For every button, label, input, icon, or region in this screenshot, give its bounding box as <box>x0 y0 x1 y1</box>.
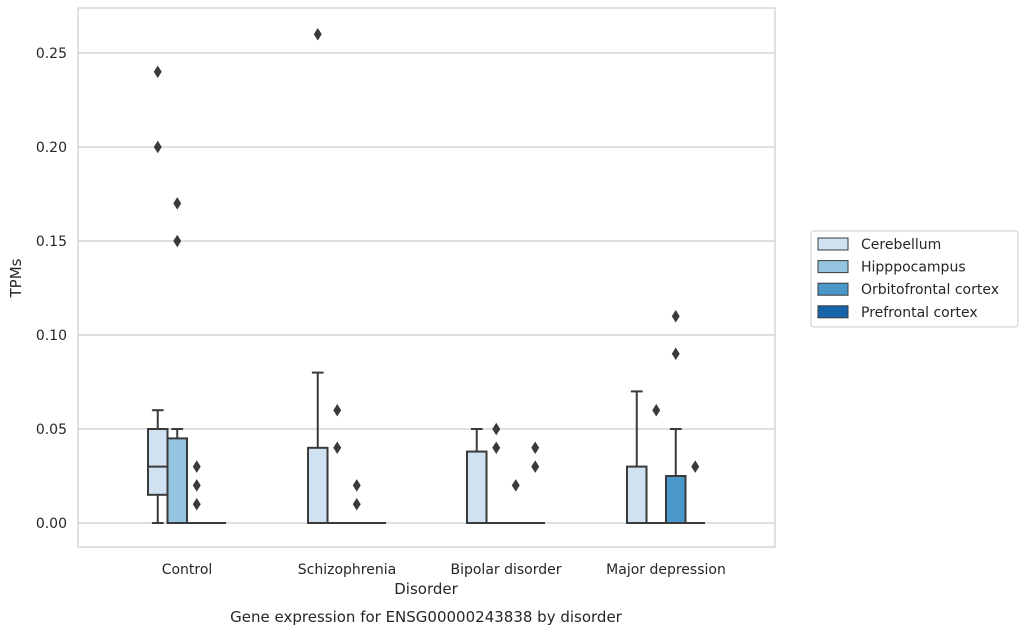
box-body <box>466 450 488 524</box>
outlier-point <box>671 347 680 361</box>
outlier-point <box>352 497 361 511</box>
x-tick-label: Schizophrenia <box>298 562 396 578</box>
outlier-point <box>153 65 162 79</box>
outlier-point <box>333 403 342 417</box>
x-tick-labels: Control Schizophrenia Bipolar disorder Majo… <box>162 562 726 578</box>
y-axis-title: TPMs <box>7 258 25 298</box>
outlier-point <box>691 460 700 473</box>
outlier-point <box>153 140 162 154</box>
legend-label: Cerebellum <box>861 237 941 253</box>
y-tick-label: 0.05 <box>36 422 67 438</box>
legend-swatch <box>817 237 849 251</box>
box-body <box>147 428 169 496</box>
chart-caption: Gene expression for ENSG00000243838 by d… <box>230 608 623 626</box>
x-tick-label: Control <box>162 562 213 578</box>
outlier-point <box>192 460 201 473</box>
outlier-point <box>511 479 520 492</box>
legend-frame <box>810 230 1019 328</box>
outliers <box>153 27 700 511</box>
outlier-point <box>492 422 501 436</box>
box-body <box>626 465 648 525</box>
box-cerebellum <box>626 390 648 525</box>
legend-label: Hipppocampus <box>861 260 966 276</box>
box-body <box>307 446 329 524</box>
outlier-point <box>192 479 201 492</box>
legend: Cerebellum Hipppocampus Orbitofrontal cort… <box>810 230 1019 328</box>
y-tick-label: 0.25 <box>36 46 67 62</box>
outlier-point <box>671 309 680 323</box>
y-tick-label: 0.00 <box>36 516 67 532</box>
box-cerebellum <box>307 371 329 524</box>
box-cerebellum <box>147 409 169 524</box>
x-axis-title: Disorder <box>394 580 458 598</box>
x-tick-label: Bipolar disorder <box>450 562 561 578</box>
outlier-point <box>492 441 501 455</box>
legend-swatch <box>817 305 849 319</box>
outlier-point <box>173 234 182 248</box>
box-orbitofrontal-cortex <box>665 428 687 524</box>
outlier-point <box>531 460 540 473</box>
outlier-point <box>173 197 182 210</box>
x-tick-label: Major depression <box>606 562 726 578</box>
outlier-point <box>652 403 661 417</box>
outlier-point <box>333 441 342 455</box>
outlier-point <box>352 479 361 492</box>
plot-frame <box>77 7 776 548</box>
legend-swatch <box>817 282 849 296</box>
legend-swatch <box>817 260 849 274</box>
legend-label: Prefrontal cortex <box>861 305 978 321</box>
legend-label: Orbitofrontal cortex <box>861 282 999 298</box>
box-hipppocampus <box>166 428 188 524</box>
outlier-point <box>313 27 322 41</box>
box-body <box>665 475 687 524</box>
y-tick-label: 0.15 <box>36 234 67 250</box>
y-tick-label: 0.20 <box>36 140 67 156</box>
outlier-point <box>531 441 540 455</box>
y-tick-label: 0.10 <box>36 328 67 344</box>
outlier-point <box>192 497 201 511</box>
boxes <box>147 371 705 525</box>
y-tick-labels: 0.00 0.05 0.10 0.15 0.20 0.25 <box>36 46 67 532</box>
box-cerebellum <box>466 428 488 524</box>
box-body <box>166 437 188 524</box>
